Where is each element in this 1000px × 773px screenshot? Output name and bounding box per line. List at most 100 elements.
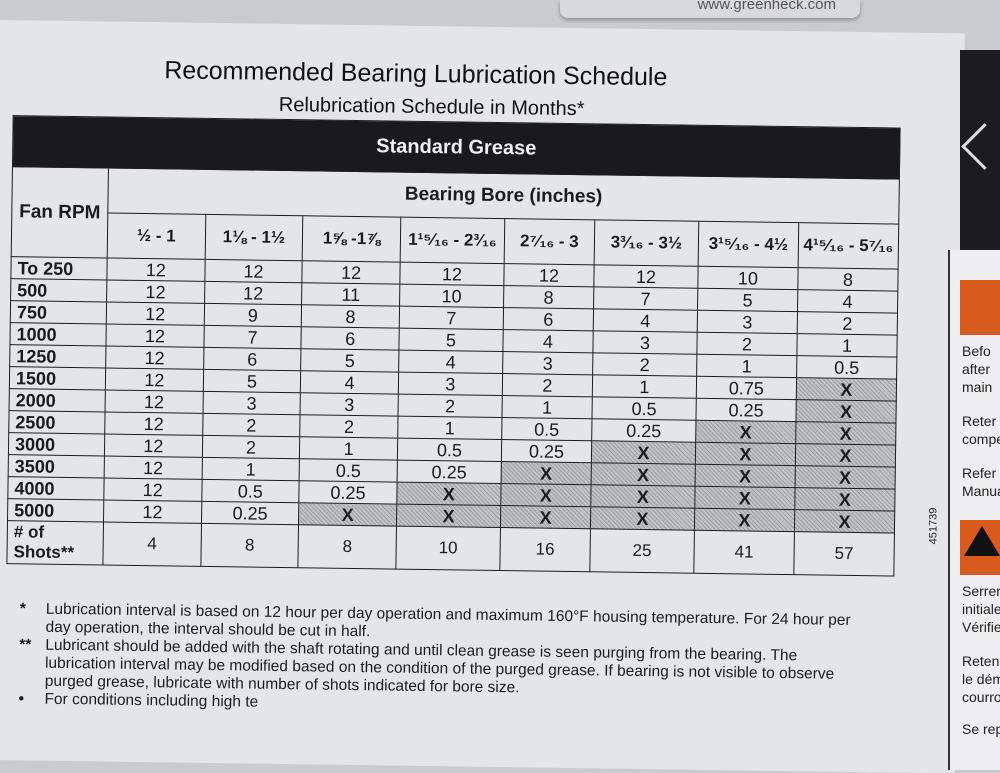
interval-cell: X	[298, 502, 397, 527]
interval-cell: 9	[203, 303, 302, 327]
interval-cell: 2	[502, 373, 593, 397]
adjacent-warning-label: Befo after main Reter compe Refer Manua Serrer …	[940, 30, 1000, 770]
interval-cell: 7	[399, 306, 504, 330]
interval-cell: 1	[501, 395, 593, 419]
rpm-cell: 3000	[8, 432, 105, 457]
shots-cell: 57	[793, 531, 895, 577]
interval-cell: 12	[104, 456, 203, 480]
rpm-cell: 2000	[9, 388, 106, 413]
french-warning-fragment: Vérifier r	[962, 619, 1000, 635]
footnote-marker: *	[19, 600, 26, 618]
interval-cell: 0.5	[397, 438, 502, 462]
shots-cell: 25	[589, 528, 695, 574]
footnote-marker: •	[18, 690, 25, 708]
bore-column-header: 1⅛ - 1½	[204, 214, 304, 261]
interval-cell: X	[695, 442, 796, 466]
interval-cell: X	[796, 377, 897, 402]
english-warning-fragment: Reter	[962, 413, 997, 429]
shots-label: # of Shots**	[6, 520, 104, 565]
bore-column-header: 3³⁄₁₆ - 3½	[594, 219, 699, 267]
rpm-cell: 3500	[8, 454, 105, 478]
interval-cell: 8	[503, 285, 594, 309]
interval-cell: 12	[106, 302, 205, 326]
interval-cell: X	[694, 508, 795, 532]
interval-cell: 0.25	[501, 439, 592, 463]
interval-cell: 6	[301, 326, 400, 351]
interval-cell: 0.25	[397, 460, 502, 484]
interval-cell: X	[500, 483, 592, 507]
interval-cell: 2	[696, 332, 798, 356]
rpm-cell: To 250	[10, 256, 108, 281]
interval-cell: 1	[796, 333, 898, 358]
interval-cell: X	[396, 482, 502, 506]
shots-cell: 16	[499, 527, 591, 572]
avertissement-header-bar	[960, 520, 1000, 575]
interval-cell: 1	[201, 457, 300, 481]
interval-cell: 12	[105, 346, 204, 370]
interval-cell: 6	[503, 307, 594, 331]
rpm-cell: 4000	[7, 476, 105, 500]
interval-cell: 12	[105, 390, 203, 414]
interval-cell: X	[591, 440, 696, 465]
footnote-text: For conditions including high te	[44, 690, 259, 711]
interval-cell: 2	[797, 311, 898, 336]
warning-header-bar	[960, 280, 1000, 335]
rpm-cell: 5000	[7, 498, 104, 522]
english-warning-fragment: main	[962, 379, 993, 395]
interval-cell: 10	[697, 266, 799, 290]
french-warning-fragment: Se reporte	[962, 721, 1000, 737]
interval-cell: 12	[105, 324, 204, 348]
interval-cell: 0.5	[299, 458, 398, 483]
rpm-cell: 2500	[8, 410, 106, 435]
interval-cell: 4	[593, 308, 698, 333]
interval-cell: 3	[300, 392, 399, 417]
interval-cell: 12	[105, 368, 204, 392]
interval-cell: 1	[397, 416, 502, 440]
rpm-cell: 1500	[9, 366, 106, 391]
bore-column-header: 3¹⁵⁄₁₆ - 4½	[698, 221, 799, 268]
interval-cell: 0.5	[796, 355, 897, 380]
interval-cell: 0.5	[501, 417, 592, 441]
interval-cell: 1	[592, 374, 697, 399]
interval-cell: 12	[302, 260, 401, 285]
interval-cell: 12	[399, 262, 505, 286]
interval-cell: 8	[797, 267, 899, 292]
interval-cell: 0.5	[201, 479, 300, 503]
french-warning-fragment: initiale. F	[962, 601, 1000, 617]
bore-column-header: 1⅝ -1⅞	[302, 215, 401, 263]
interval-cell: X	[694, 486, 795, 510]
interval-cell: X	[590, 506, 695, 531]
shots-cell: 8	[200, 523, 299, 568]
label-subtitle: Relubrication Schedule in Months*	[278, 93, 585, 121]
interval-cell: 4	[502, 329, 594, 353]
interval-cell: X	[795, 399, 897, 424]
interval-cell: 5	[300, 348, 399, 373]
interval-cell: 2	[202, 435, 300, 459]
interval-cell: 12	[204, 281, 303, 305]
interval-cell: 2	[299, 414, 398, 439]
interval-cell: 2	[397, 394, 503, 418]
lubrication-label: Recommended Bearing Lubrication Schedule…	[0, 20, 965, 773]
interval-cell: 3	[502, 351, 593, 375]
interval-cell: X	[500, 505, 591, 529]
interval-cell: X	[794, 487, 896, 512]
french-warning-fragment: Retendre	[962, 653, 1000, 669]
interval-cell: 8	[301, 304, 400, 329]
interval-cell: 0.25	[299, 480, 398, 505]
shots-cell: 41	[693, 530, 795, 575]
bore-column-header: 4¹⁵⁄₁₆ - 5⁷⁄₁₆	[798, 222, 899, 270]
interval-cell: 12	[593, 264, 699, 289]
interval-cell: 2	[592, 352, 697, 377]
bore-column-header: 1¹⁵⁄₁₆ - 2³⁄₁₆	[400, 217, 505, 264]
interval-cell: 0.25	[695, 398, 797, 422]
french-warning-fragment: Serrer le	[962, 583, 1000, 599]
part-number: 451739	[927, 507, 940, 545]
interval-cell: 12	[106, 258, 205, 282]
interval-cell: 12	[103, 477, 202, 502]
interval-cell: 0.75	[696, 376, 797, 400]
interval-cell: 1	[696, 354, 797, 378]
website-url: www.greenheck.com	[697, 0, 836, 13]
interval-cell: 3	[697, 310, 798, 334]
interval-cell: 1	[299, 436, 398, 461]
interval-cell: X	[591, 462, 696, 487]
